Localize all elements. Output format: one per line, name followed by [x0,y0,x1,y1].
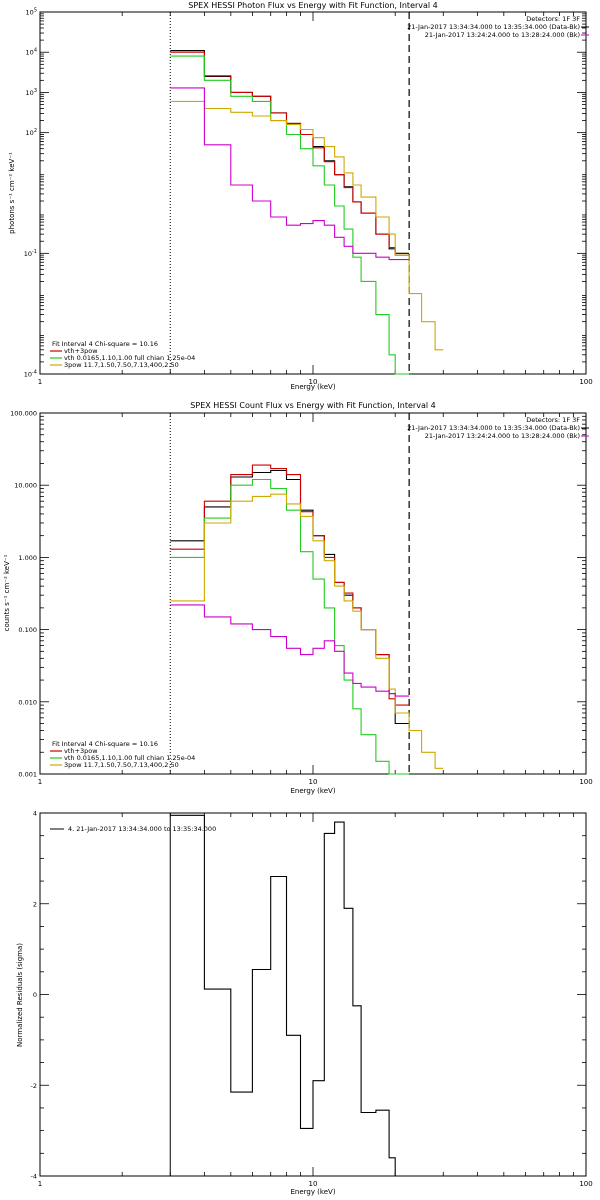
series-line-4 [170,604,410,697]
y-tick-label: -2 [31,1082,37,1090]
legend-label: vth 0.0165,1.10,1.00 full chian 1.25e-04 [64,754,195,762]
y-axis-label: counts s⁻¹ cm⁻² keV⁻¹ [3,554,11,631]
series-line-2 [170,55,410,375]
x-axis-label: Energy (keV) [290,1188,335,1196]
series-line-0 [170,814,410,1177]
x-tick-label: 10 [309,1180,318,1188]
x-tick-label: 10 [309,778,318,786]
header-line: 21-Jan-2017 13:24:24.000 to 13:28:24.000… [425,432,580,440]
legend-label: 3pow 11.7,1.50,7.50,7.13,400,2.50 [64,361,179,369]
series-line-3 [170,100,444,351]
x-tick-label: 100 [579,778,592,786]
series-line-3 [170,493,444,769]
x-tick-label: 100 [579,1180,592,1188]
x-tick-label: 100 [579,378,592,386]
y-tick-label: 1.000 [18,554,37,562]
header-line: 21-Jan-2017 13:34:34.000 to 13:35:34.000… [407,424,580,432]
header-line: 21-Jan-2017 13:34:34.000 to 13:35:34.000… [407,23,580,31]
legend-title: Fit Interval 4 Chi-square = 10.16 [52,340,158,348]
x-tick-label: 1 [38,378,42,386]
y-tick-label: 0.001 [18,771,37,779]
y-tick-label: 104 [26,48,37,57]
y-tick-label: 10-4 [24,370,37,379]
series-line-4 [170,87,410,261]
y-tick-label: 105 [26,8,37,17]
y-tick-label: 0.100 [18,626,37,634]
x-tick-label: 1 [38,1180,42,1188]
header-line: Detectors: 1F 3F [526,416,580,424]
legend-label: vth+3pow [64,347,98,355]
header-line: Detectors: 1F 3F [526,15,580,23]
x-tick-label: 1 [38,778,42,786]
y-tick-label: 10-1 [24,249,37,258]
header-line: 21-Jan-2017 13:24:24.000 to 13:28:24.000… [425,31,580,39]
y-tick-label: 102 [26,128,37,137]
y-tick-label: 4 [33,810,37,818]
legend-label: 4. 21-Jan-2017 13:34:34.000 to 13:35:34.… [68,825,216,833]
series-line-2 [170,478,410,775]
series-line-1 [170,51,410,256]
legend-label: vth 0.0165,1.10,1.00 full chian 1.25e-04 [64,354,195,362]
y-tick-label: 10.000 [14,482,37,490]
y-tick-label: -4 [31,1173,37,1181]
y-axis-label: Normalized Residuals (sigma) [16,943,24,1047]
x-axis-label: Energy (keV) [290,383,335,391]
y-tick-label: 103 [26,88,37,97]
chart-title: SPEX HESSI Photon Flux vs Energy with Fi… [188,1,438,10]
y-tick-label: 0 [33,991,37,999]
y-tick-label: 0.010 [18,698,37,706]
y-axis-label: photons s⁻¹ cm⁻² keV⁻¹ [8,152,16,234]
legend-label: 3pow 11.7,1.50,7.50,7.13,400,2.50 [64,761,179,769]
legend-label: vth+3pow [64,747,98,755]
legend-title: Fit Interval 4 Chi-square = 10.16 [52,740,158,748]
chart-title: SPEX HESSI Count Flux vs Energy with Fit… [190,401,435,410]
x-axis-label: Energy (keV) [290,787,335,795]
y-tick-label: 2 [33,900,37,908]
x-tick-label: 10 [309,378,318,386]
y-tick-label: 100.000 [10,410,37,418]
